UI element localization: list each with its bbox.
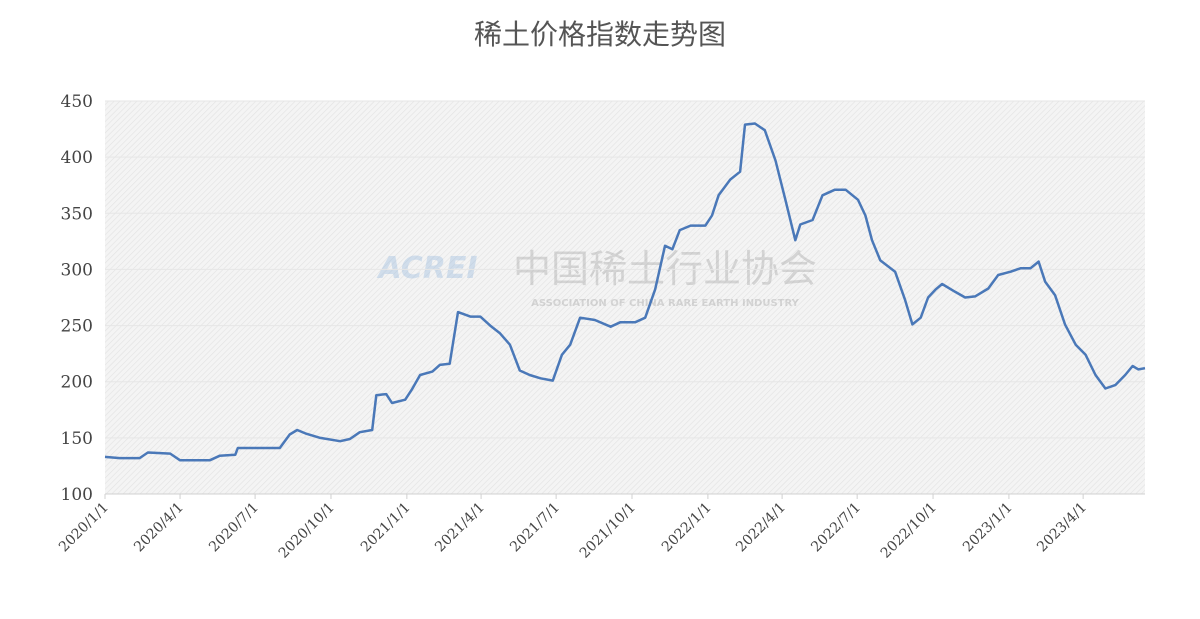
- y-tick-label: 400: [61, 148, 93, 168]
- chart-title: 稀土价格指数走势图: [474, 18, 726, 51]
- x-tick-label: 2020/1/1: [56, 500, 112, 556]
- y-tick-label: 150: [61, 429, 93, 449]
- watermark-english: ASSOCIATION OF CHINA RARE EARTH INDUSTRY: [531, 298, 800, 309]
- y-tick-label: 100: [61, 485, 93, 505]
- x-tick-label: 2021/4/1: [432, 500, 488, 556]
- watermark-logo: ACREI: [376, 251, 477, 286]
- x-tick-label: 2021/1/1: [358, 500, 414, 556]
- line: [104, 122, 1146, 462]
- y-tick-label: 250: [61, 317, 93, 337]
- y-tick-label: 350: [61, 204, 93, 224]
- x-tick-label: 2020/4/1: [131, 500, 187, 556]
- x-tick-label: 2022/4/1: [733, 500, 789, 556]
- x-tick-label: 2022/1/1: [659, 500, 715, 556]
- x-tick-label: 2021/10/1: [577, 500, 639, 562]
- x-tick-label: 2020/10/1: [276, 500, 338, 562]
- y-tick-label: 200: [61, 373, 93, 393]
- x-tick-label: 2023/1/1: [960, 500, 1016, 556]
- x-tick-label: 2022/10/1: [878, 500, 940, 562]
- x-tick-label: 2022/7/1: [808, 500, 864, 556]
- x-tick-label: 2023/4/1: [1034, 500, 1090, 556]
- x-tick-label: 2021/7/1: [507, 500, 563, 556]
- x-tick-label: 2020/7/1: [206, 500, 262, 556]
- y-tick-label: 300: [61, 260, 93, 280]
- y-tick-label: 450: [61, 92, 93, 112]
